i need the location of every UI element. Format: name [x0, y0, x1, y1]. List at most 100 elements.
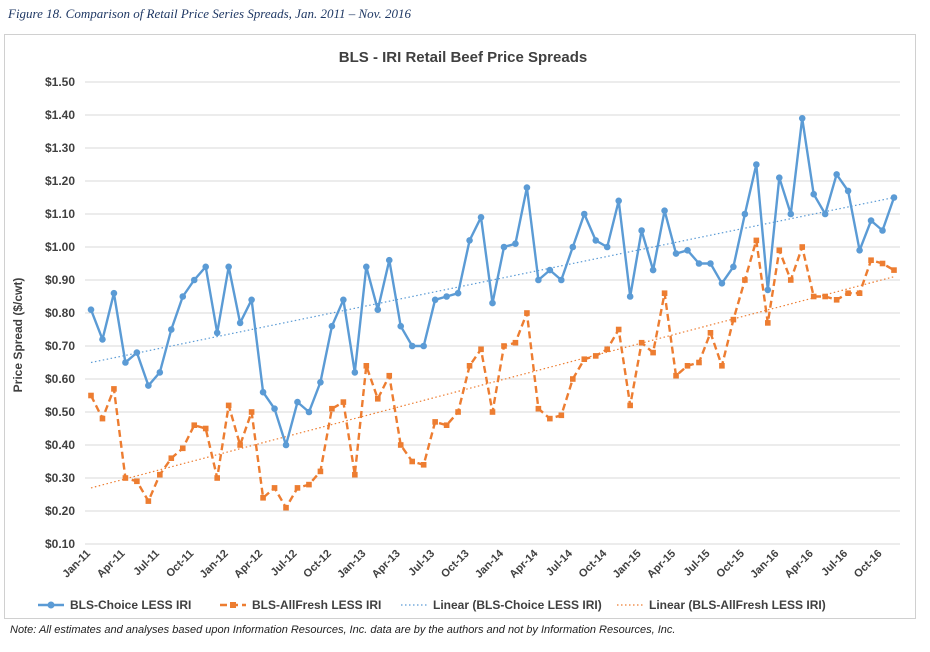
data-point — [718, 280, 726, 287]
data-point — [753, 237, 760, 244]
x-tick-label: Oct-14 — [577, 547, 610, 580]
data-point — [833, 171, 840, 178]
data-point — [179, 445, 186, 452]
x-tick-label: Jan-14 — [473, 547, 507, 581]
data-point — [580, 210, 588, 218]
data-point — [466, 363, 473, 369]
legend-label: Linear (BLS-AllFresh LESS IRI) — [649, 598, 826, 612]
x-tick-label: Jul-13 — [406, 548, 437, 579]
data-point — [512, 240, 519, 247]
legend: BLS-Choice LESS IRI BLS-AllFresh LESS IRI… — [38, 598, 826, 612]
data-point — [317, 468, 324, 475]
data-point — [237, 442, 243, 448]
data-point — [845, 290, 851, 296]
footnote: Note: All estimates and analyses based u… — [10, 624, 676, 636]
data-point — [707, 330, 714, 336]
data-point — [190, 276, 198, 284]
y-tick-label: $0.50 — [45, 405, 75, 419]
x-tick-label: Jul-11 — [131, 548, 162, 579]
data-point — [833, 297, 840, 303]
x-tick-label: Jul-15 — [682, 548, 713, 579]
data-point — [363, 263, 370, 271]
data-point — [753, 161, 760, 168]
data-point — [466, 237, 473, 244]
data-point — [810, 190, 817, 198]
x-tick-label: Jul-14 — [544, 547, 576, 579]
data-point — [856, 247, 863, 254]
x-tick-label: Jan-11 — [60, 548, 93, 581]
data-point — [741, 210, 749, 218]
data-point — [695, 260, 703, 267]
data-point — [477, 214, 485, 221]
data-point — [225, 402, 232, 409]
x-tick-label: Oct-11 — [164, 548, 196, 580]
data-point — [352, 471, 358, 478]
data-point — [374, 396, 381, 402]
data-point — [604, 346, 611, 353]
legend-item: Linear (BLS-AllFresh LESS IRI) — [617, 598, 826, 612]
x-tick-label: Jan-16 — [748, 548, 781, 581]
x-tick-label: Jan-13 — [335, 548, 368, 581]
data-point — [271, 405, 278, 413]
data-point — [317, 379, 324, 386]
data-point — [122, 359, 129, 366]
data-point — [558, 276, 565, 284]
data-point — [122, 475, 129, 481]
data-point — [890, 194, 898, 201]
chart-title: BLS - IRI Retail Beef Price Spreads — [339, 49, 587, 66]
data-point — [707, 260, 714, 267]
data-point — [420, 342, 427, 350]
data-point — [684, 247, 691, 254]
data-point — [673, 372, 679, 379]
legend-marker — [230, 602, 236, 608]
gridlines — [85, 81, 900, 545]
data-point — [157, 471, 163, 478]
data-point — [340, 399, 347, 405]
data-point — [742, 277, 748, 283]
y-tick-label: $0.90 — [45, 273, 75, 287]
y-tick-label: $1.40 — [45, 108, 75, 122]
y-tick-label: $0.40 — [45, 438, 75, 452]
data-point — [661, 207, 668, 214]
data-point — [615, 326, 622, 333]
data-point — [202, 425, 209, 432]
data-point — [145, 498, 152, 504]
data-point — [844, 187, 852, 195]
data-point — [420, 462, 427, 468]
data-point — [868, 257, 874, 263]
data-point — [328, 322, 336, 330]
legend-item: Linear (BLS-Choice LESS IRI) — [401, 598, 602, 612]
data-point — [168, 326, 175, 333]
legend-item: BLS-Choice LESS IRI — [38, 598, 191, 612]
data-point — [798, 115, 806, 122]
data-point — [145, 382, 152, 389]
data-point — [856, 290, 863, 296]
data-point — [775, 174, 783, 181]
x-tick-labels: Jan-11 Apr-11 Jul-11 Oct-11 Jan-12 Apr-12 Jul-… — [60, 547, 884, 581]
data-point — [810, 293, 817, 300]
legend-marker — [47, 601, 55, 609]
x-tick-label: Oct-15 — [714, 548, 747, 581]
data-point — [283, 504, 289, 511]
data-point — [305, 408, 313, 416]
y-tick-label: $0.20 — [45, 504, 75, 518]
data-point — [225, 263, 232, 271]
data-point — [719, 363, 725, 369]
data-point — [822, 293, 828, 300]
data-point — [455, 409, 461, 415]
data-point — [592, 237, 600, 244]
data-point — [271, 485, 278, 491]
figure-caption: Figure 18. Comparison of Retail Price Se… — [8, 6, 411, 21]
data-point — [672, 250, 680, 257]
y-tick-label: $0.30 — [45, 471, 75, 485]
y-tick-label: $1.20 — [45, 174, 75, 188]
data-point — [649, 266, 657, 274]
data-point — [661, 290, 668, 296]
x-tick-label: Apr-15 — [645, 548, 678, 581]
y-tick-label: $1.10 — [45, 207, 75, 221]
data-point — [478, 346, 484, 353]
data-point — [615, 197, 622, 205]
x-tick-label: Jan-15 — [611, 548, 644, 581]
data-point — [134, 478, 140, 485]
data-point — [213, 329, 221, 337]
